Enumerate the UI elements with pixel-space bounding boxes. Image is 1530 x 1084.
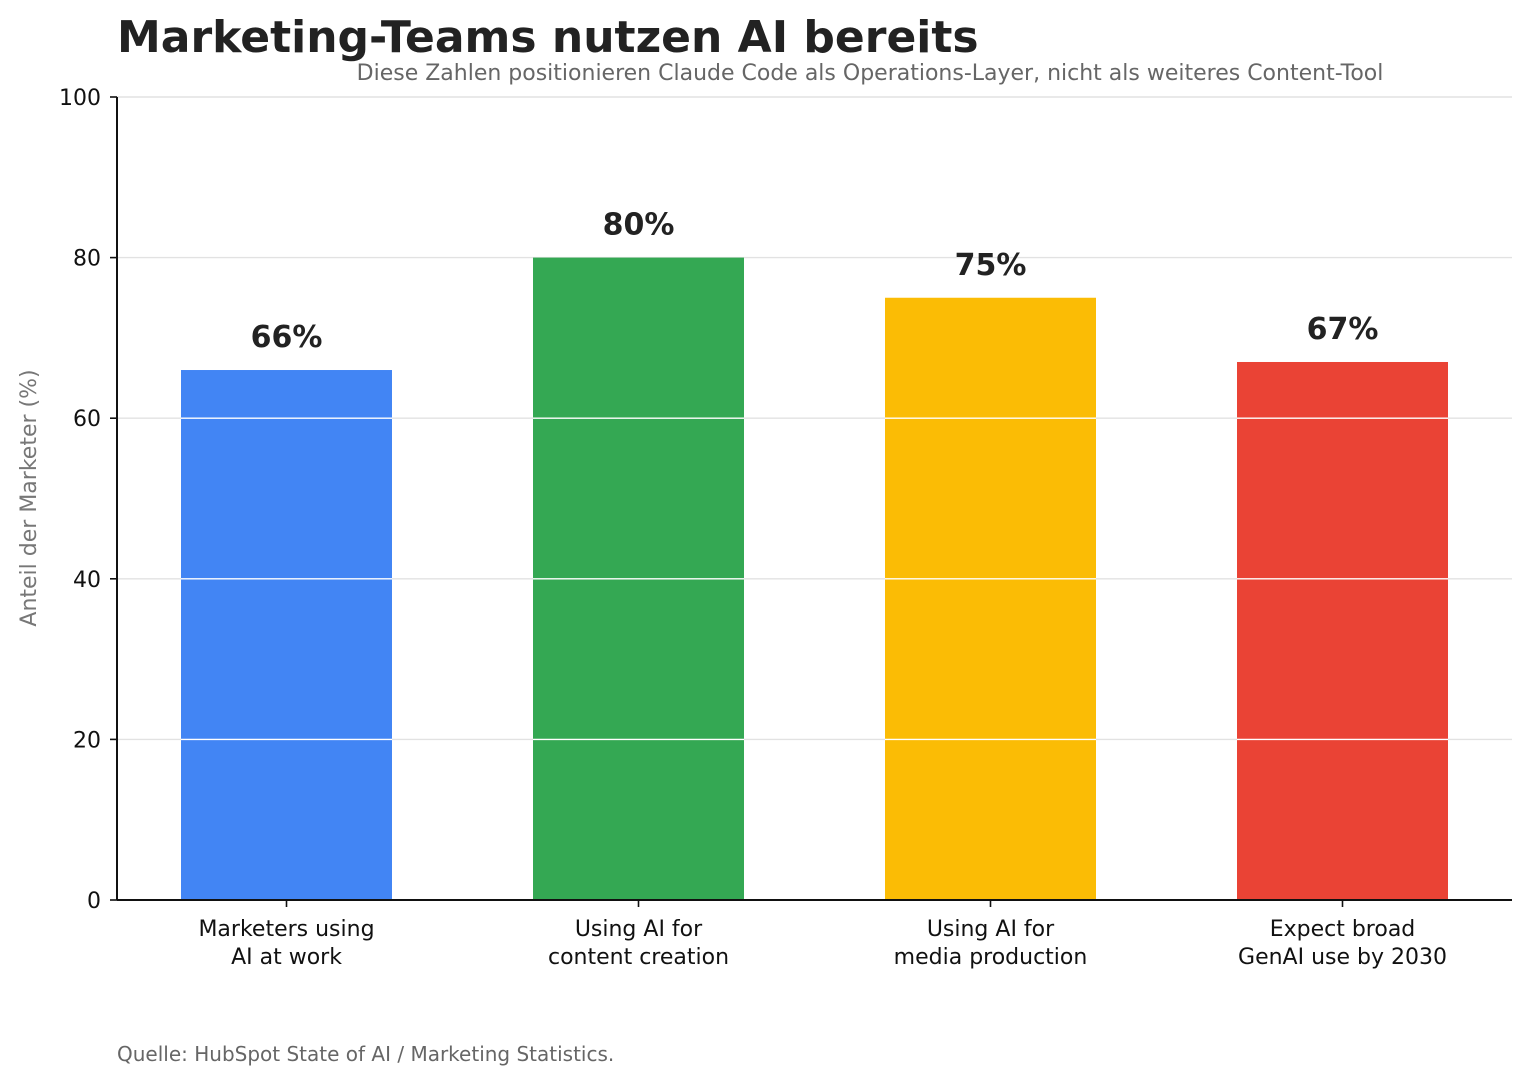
y-axis-label: Anteil der Marketer (%): [17, 369, 42, 626]
x-tick-label: Using AI for media production: [894, 917, 1088, 970]
axes: [110, 96, 1512, 907]
data-label: 67%: [1307, 312, 1379, 347]
y-tick-label: 100: [59, 86, 101, 111]
data-label: 66%: [251, 320, 323, 355]
x-tick-label: Expect broad GenAI use by 2030: [1238, 917, 1447, 970]
source-note: Quelle: HubSpot State of AI / Marketing …: [117, 1042, 614, 1066]
chart-title: Marketing-Teams nutzen AI bereits: [117, 12, 979, 63]
y-tick-label: 80: [73, 247, 101, 272]
x-tick-label: Using AI for content creation: [548, 917, 729, 970]
y-tick-label: 40: [73, 568, 101, 593]
bar: [885, 297, 1096, 900]
bar: [1237, 361, 1448, 900]
x-tick-label: Marketers using AI at work: [198, 917, 374, 970]
bar: [181, 370, 392, 900]
data-label: 75%: [955, 248, 1027, 283]
y-tick-label: 20: [73, 728, 101, 753]
labels: 0 20 40 60 80 100 Marketers using AI at work 66%…: [59, 86, 1447, 970]
y-tick-label: 60: [73, 407, 101, 432]
y-tick-label: 0: [87, 889, 101, 914]
data-label: 80%: [603, 208, 675, 243]
chart-subtitle: Diese Zahlen positionieren Claude Code a…: [357, 61, 1384, 86]
bars: [181, 257, 1448, 901]
